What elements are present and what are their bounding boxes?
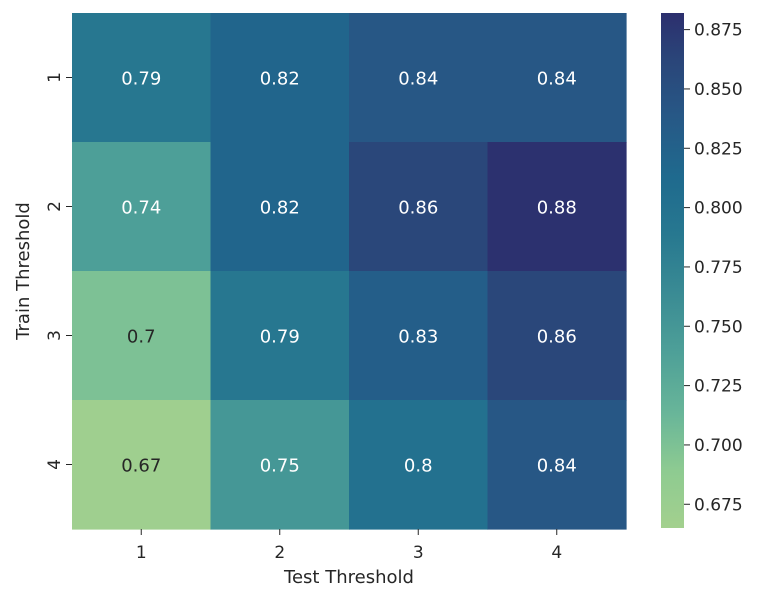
x-axis-title: Test Threshold [283, 567, 414, 588]
colorbar-tick-label: 0.700 [694, 436, 743, 456]
cell-value-label: 0.83 [398, 327, 438, 348]
heatmap-cell [210, 13, 350, 143]
colorbar-tick-label: 0.875 [694, 21, 743, 41]
x-tick-label: 3 [413, 543, 424, 563]
heatmap-cell [210, 142, 350, 272]
heatmap-cell [72, 400, 212, 530]
y-tick-label: 2 [45, 201, 65, 212]
y-tick-label: 4 [45, 459, 65, 470]
y-tick-label: 1 [45, 72, 65, 83]
cell-value-label: 0.8 [404, 456, 433, 477]
x-tick-label: 1 [136, 543, 147, 563]
cell-value-label: 0.67 [121, 456, 161, 477]
heatmap-cell [349, 271, 489, 401]
x-axis: 1 2 3 4 [136, 529, 562, 563]
colorbar-tick-label: 0.725 [694, 377, 743, 397]
heatmap-cell [72, 142, 212, 272]
colorbar-tick-label: 0.825 [694, 139, 743, 159]
y-tick-label: 3 [45, 330, 65, 341]
colorbar: 0.675 0.700 0.725 0.750 0.775 0.800 0.825 0.850… [661, 13, 743, 528]
cell-value-label: 0.82 [260, 198, 300, 219]
colorbar-tick-label: 0.800 [694, 199, 743, 219]
cell-value-label: 0.75 [260, 456, 300, 477]
heatmap-cell [210, 271, 350, 401]
heatmap-cell [349, 13, 489, 143]
heatmap-cell [487, 271, 627, 401]
heatmap-cell [349, 400, 489, 530]
cell-value-label: 0.86 [398, 198, 438, 219]
heatmap-cell [210, 400, 350, 530]
x-tick-label: 2 [274, 543, 285, 563]
y-axis: 1 2 3 4 [45, 72, 72, 470]
cell-value-label: 0.84 [537, 456, 577, 477]
heatmap-cell-labels: 0.79 0.82 0.84 0.84 0.74 0.82 0.86 0.88 0.7 0.79 0… [121, 69, 577, 477]
heatmap-cell [487, 142, 627, 272]
cell-value-label: 0.88 [537, 198, 577, 219]
cell-value-label: 0.74 [121, 198, 161, 219]
heatmap-cell [487, 13, 627, 143]
cell-value-label: 0.84 [537, 69, 577, 90]
heatmap-cell [72, 271, 212, 401]
cell-value-label: 0.79 [121, 69, 161, 90]
cell-value-label: 0.79 [260, 327, 300, 348]
colorbar-tick-label: 0.750 [694, 317, 743, 337]
heatmap-cell [349, 142, 489, 272]
cell-value-label: 0.86 [537, 327, 577, 348]
cell-value-label: 0.84 [398, 69, 438, 90]
x-tick-label: 4 [551, 543, 562, 563]
colorbar-tick-label: 0.850 [694, 80, 743, 100]
colorbar-tick-label: 0.675 [694, 495, 743, 515]
colorbar-tick-label: 0.775 [694, 258, 743, 278]
colorbar-gradient [661, 13, 684, 528]
heatmap-cells [72, 13, 627, 530]
y-axis-title: Train Threshold [13, 202, 34, 341]
cell-value-label: 0.7 [127, 327, 156, 348]
cell-value-label: 0.82 [260, 69, 300, 90]
heatmap-cell [487, 400, 627, 530]
heatmap-cell [72, 13, 212, 143]
